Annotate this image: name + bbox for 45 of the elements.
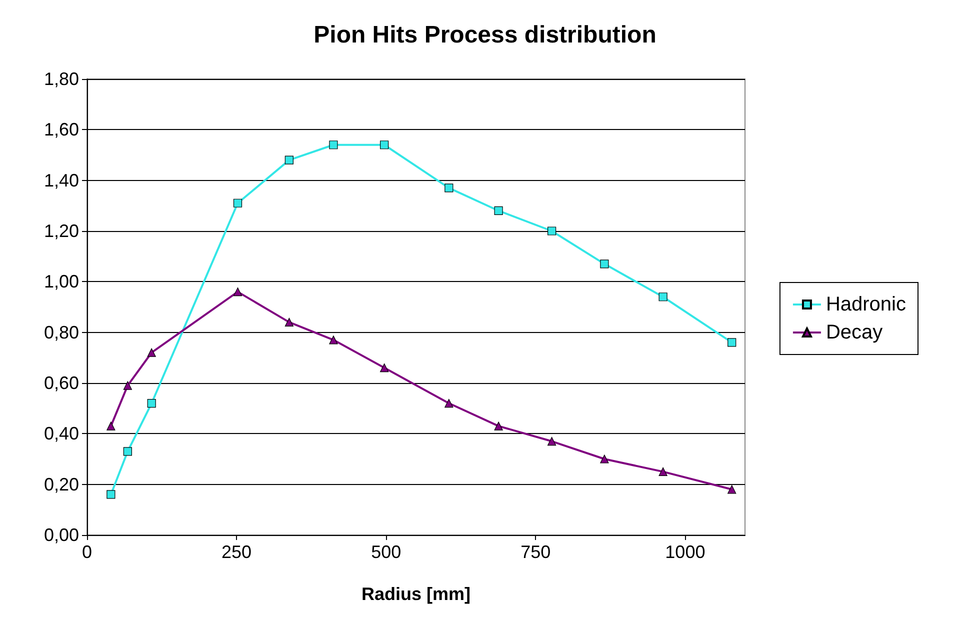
point <box>494 206 503 216</box>
y-tick-label: 0,60 <box>44 373 79 393</box>
point <box>106 422 116 430</box>
point <box>728 485 736 494</box>
point <box>658 292 668 302</box>
x-tick-label: 0 <box>82 542 92 562</box>
y-tick-label: 1,80 <box>44 69 79 89</box>
point <box>600 454 609 464</box>
point <box>329 336 338 344</box>
legend-label: Hadronic <box>826 294 906 316</box>
x-tick-label: 500 <box>371 542 402 562</box>
point <box>123 447 132 456</box>
point <box>658 467 668 476</box>
point <box>147 398 156 408</box>
x-tick-label: 1000 <box>665 542 706 562</box>
point <box>600 260 609 268</box>
y-tick-label: 0,80 <box>44 322 79 342</box>
x-tick-label: 250 <box>222 542 252 562</box>
point <box>547 436 556 446</box>
y-tick-label: 0,20 <box>44 474 79 494</box>
point <box>233 198 242 208</box>
point <box>728 338 736 347</box>
legend-label: Decay <box>826 322 883 344</box>
point <box>123 381 132 390</box>
point <box>284 318 294 326</box>
y-tick-label: 1,00 <box>44 272 79 292</box>
point <box>380 364 389 372</box>
point <box>444 184 454 192</box>
x-axis-title: Radius [mm] <box>361 584 471 604</box>
y-tick-label: 1,60 <box>44 120 79 140</box>
point <box>147 348 156 357</box>
point <box>233 288 242 296</box>
point <box>284 156 294 164</box>
point <box>494 422 503 430</box>
point <box>106 490 116 499</box>
y-tick-label: 1,40 <box>44 170 79 190</box>
point <box>444 398 454 408</box>
x-tick-label: 750 <box>520 542 551 562</box>
chart-title: Pion Hits Process distribution <box>314 22 656 48</box>
y-tick-label: 0,00 <box>44 525 79 545</box>
point <box>380 140 389 150</box>
y-tick-label: 0,40 <box>44 424 79 444</box>
point <box>329 140 338 150</box>
point <box>547 226 556 236</box>
y-tick-label: 1,20 <box>44 221 79 241</box>
